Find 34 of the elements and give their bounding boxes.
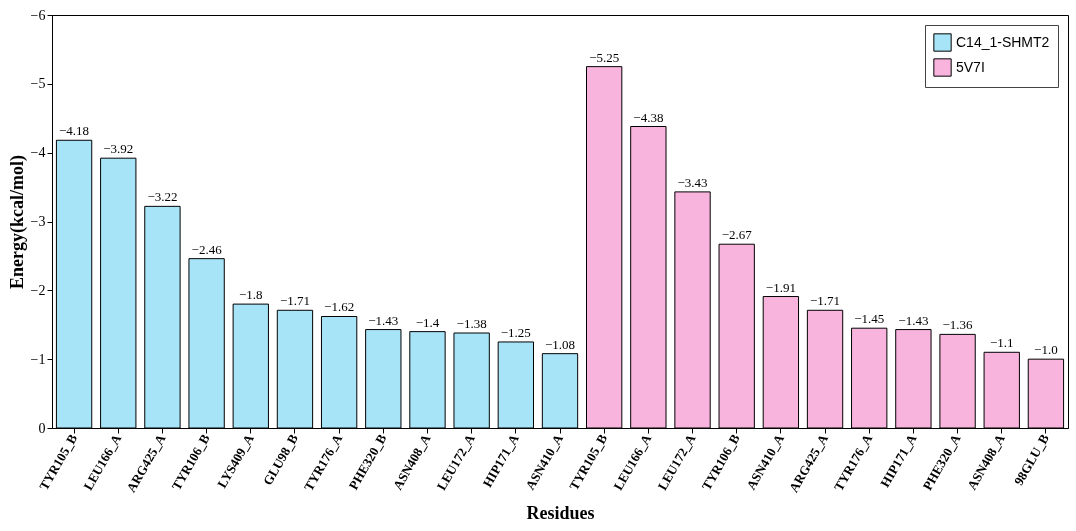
- data-label: −5.25: [589, 49, 620, 65]
- data-label: −1.4: [415, 314, 440, 330]
- y-tick-label: 0: [38, 420, 46, 436]
- data-label: −4.18: [59, 123, 90, 139]
- y-tick-label: −6: [30, 7, 46, 23]
- y-tick-label: −2: [30, 282, 46, 298]
- data-label: −1.8: [238, 287, 263, 303]
- data-label: −1.38: [456, 316, 487, 332]
- data-label: −1.43: [368, 312, 399, 328]
- y-tick-label: −3: [30, 214, 46, 229]
- data-label: −3.43: [677, 174, 708, 190]
- y-tick-label: −5: [30, 76, 46, 92]
- data-label: −1.62: [324, 299, 355, 315]
- data-label: −4.38: [633, 109, 664, 125]
- y-tick-label: −1: [30, 351, 46, 367]
- data-label: −1.08: [544, 336, 576, 352]
- data-label: −1.45: [854, 311, 885, 327]
- data-label: −1.25: [500, 324, 531, 340]
- legend-label: C14_1-SHMT2: [956, 33, 1050, 50]
- data-label: −1.36: [942, 317, 974, 333]
- data-label: −2.46: [191, 241, 223, 257]
- data-label: −1.71: [279, 293, 310, 309]
- data-label: −3.92: [103, 141, 134, 157]
- data-label: −3.22: [147, 189, 178, 205]
- data-label: −1.43: [898, 312, 929, 328]
- y-tick-label: −4: [30, 145, 46, 161]
- data-label: −1.71: [810, 293, 841, 309]
- y-axis-title: Energy(kcal/mol): [6, 155, 28, 289]
- legend-label: 5V7I: [956, 58, 985, 75]
- data-label: −1.91: [765, 279, 796, 295]
- x-axis-title: Residues: [526, 502, 595, 523]
- data-label: −2.67: [721, 227, 753, 243]
- data-label: −1.0: [1034, 342, 1058, 358]
- data-label: −1.1: [989, 335, 1014, 351]
